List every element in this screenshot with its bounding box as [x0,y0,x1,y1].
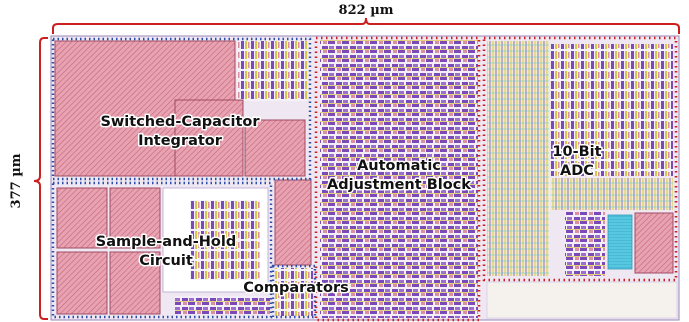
adc-label-line1: 10-Bit [552,144,601,160]
adc-label-line2: ADC [560,163,594,179]
integrator-label-line1: Switched-Capacitor [100,114,260,130]
width-dimension-label: 822 µm [339,3,394,18]
adjustment-outline [314,36,481,322]
width-dimension-bracket [52,17,680,34]
sample-hold-outline [51,181,273,319]
comparators-region [275,268,313,316]
integrator-region [54,40,307,177]
adjustment-logic-region [320,40,478,318]
adjustment-label-line2: Adjustment Block [327,177,471,193]
sample-hold-region [56,179,312,315]
sample-hold-label-line2: Circuit [139,253,193,269]
adc-region [486,41,678,319]
height-dimension-label: 377 µm [9,153,24,208]
adc-outline [482,36,678,282]
height-dimension-bracket [33,37,48,320]
comparators-label: Comparators [243,280,349,296]
adjustment-label-line1: Automatic [357,158,441,174]
sample-hold-label-line1: Sample-and-Hold [96,234,237,250]
integrator-label-line2: Integrator [138,133,223,149]
